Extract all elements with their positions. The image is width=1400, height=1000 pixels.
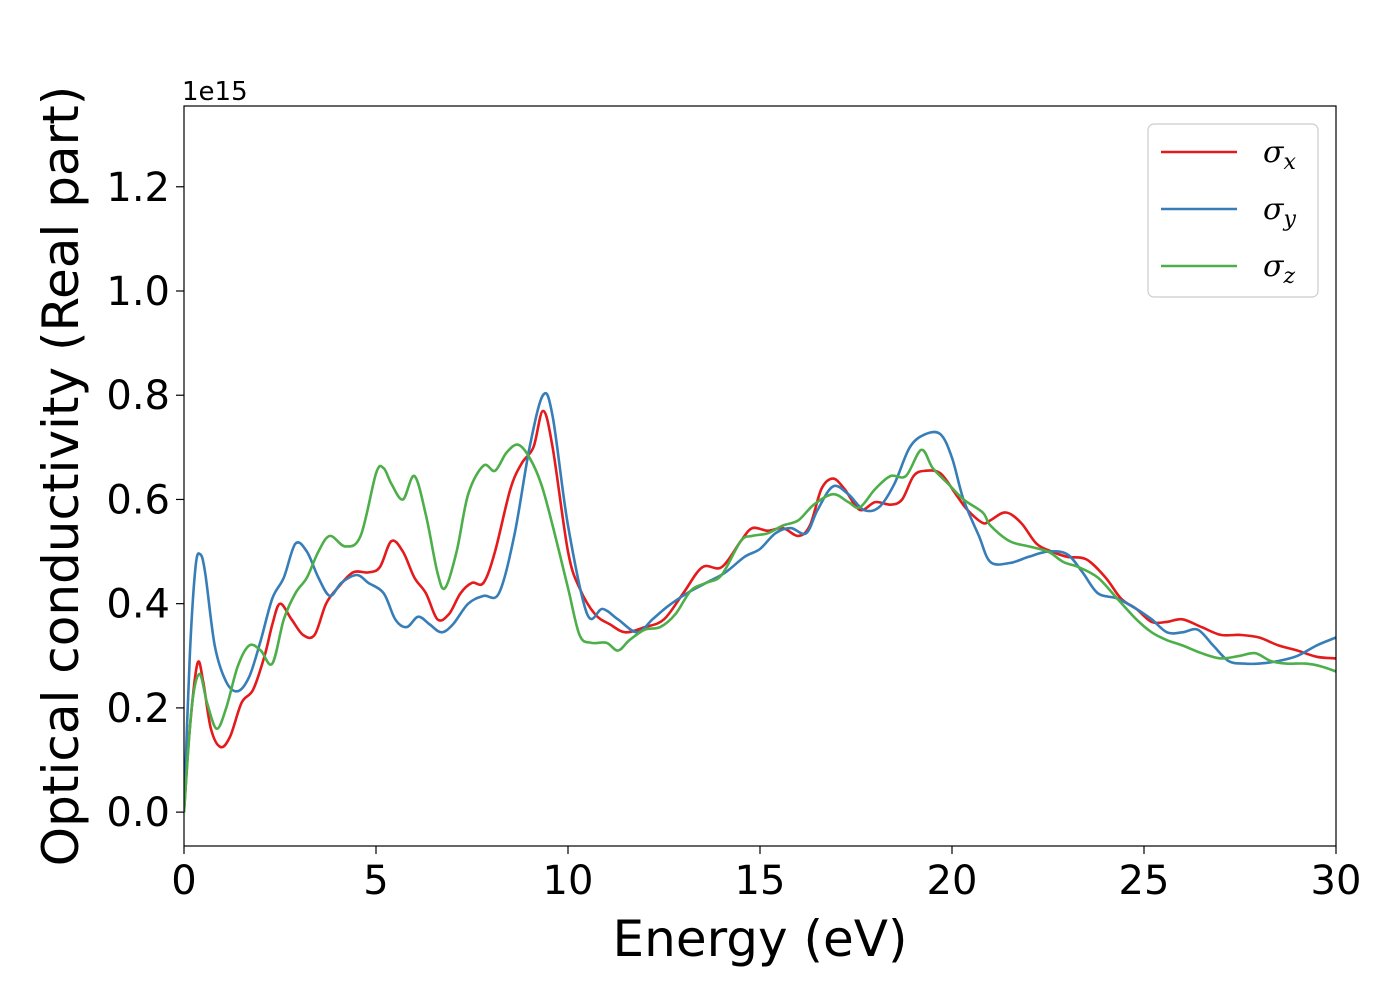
x-tick-label: 15 bbox=[735, 858, 786, 904]
x-tick-label: 20 bbox=[927, 858, 978, 904]
series-lines bbox=[184, 391, 1336, 813]
y-tick-label: 0.8 bbox=[106, 373, 170, 419]
x-tick-label: 10 bbox=[543, 858, 594, 904]
y-tick-label: 0.2 bbox=[106, 686, 170, 732]
y-tick-label: 1.0 bbox=[106, 269, 170, 315]
x-tick-label: 0 bbox=[171, 858, 196, 904]
x-tick-label: 25 bbox=[1119, 858, 1170, 904]
y-tick-label: 0.0 bbox=[106, 790, 170, 836]
y-tick-label: 0.4 bbox=[106, 582, 170, 628]
legend-label-y: σy bbox=[1263, 192, 1296, 232]
legend-label-x: σx bbox=[1263, 135, 1296, 175]
legend: σx σy σz bbox=[1147, 123, 1319, 298]
legend-label-z: σz bbox=[1263, 249, 1295, 289]
legend-box bbox=[1147, 123, 1319, 298]
series-line-z bbox=[184, 443, 1336, 813]
y-tick-label: 1.2 bbox=[106, 165, 170, 211]
x-axis-label: Energy (eV) bbox=[613, 910, 908, 968]
y-offset-text: 1e15 bbox=[182, 77, 248, 107]
x-tick-label: 5 bbox=[363, 858, 388, 904]
series-line-y bbox=[184, 391, 1336, 813]
x-tick-label: 30 bbox=[1311, 858, 1362, 904]
y-tick-label: 0.6 bbox=[106, 477, 170, 523]
y-axis: 0.0 0.2 0.4 0.6 0.8 1.0 1.2 bbox=[106, 165, 184, 836]
series-line-x bbox=[184, 409, 1336, 813]
y-axis-label: Optical conductivity (Real part) bbox=[32, 86, 90, 867]
x-axis: 0 5 10 15 20 25 30 bbox=[171, 846, 1361, 904]
